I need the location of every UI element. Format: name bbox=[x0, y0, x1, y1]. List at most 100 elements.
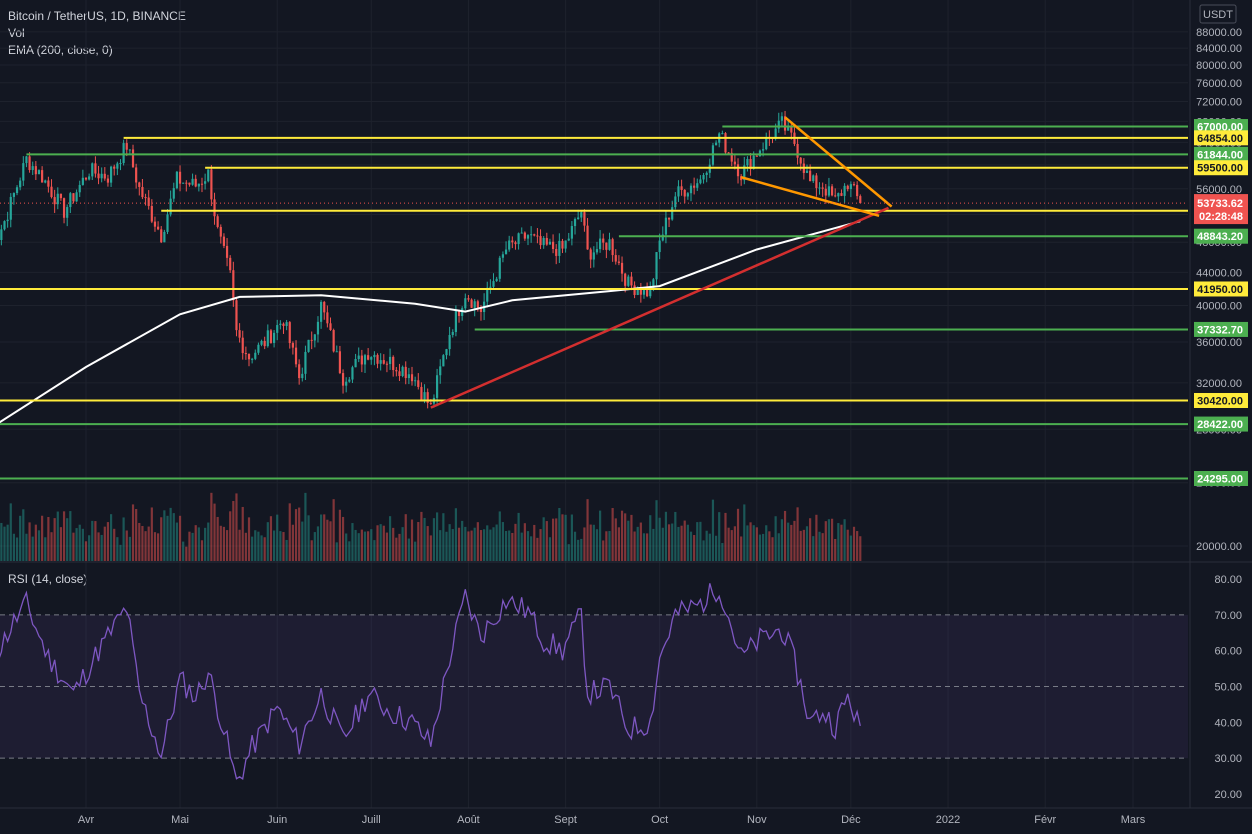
volume-bar bbox=[852, 526, 856, 561]
volume-bar bbox=[12, 533, 15, 561]
volume-bar bbox=[304, 492, 307, 561]
candle-body bbox=[733, 161, 736, 165]
candle-body bbox=[699, 179, 702, 184]
volume-bar bbox=[627, 520, 630, 561]
volume-bar bbox=[69, 511, 72, 561]
volume-bar bbox=[846, 529, 849, 561]
candle-body bbox=[746, 158, 749, 166]
volume-bar bbox=[254, 530, 257, 561]
volume-bar bbox=[251, 536, 254, 561]
volume-bar bbox=[793, 520, 796, 561]
volume-bar bbox=[799, 530, 802, 561]
candle-body bbox=[514, 242, 517, 245]
volume-bar bbox=[611, 508, 614, 561]
candle-body bbox=[326, 312, 329, 324]
candle-body bbox=[774, 128, 777, 139]
candle-body bbox=[320, 301, 323, 322]
candle-body bbox=[743, 165, 746, 181]
candle-body bbox=[815, 175, 818, 189]
volume-bar bbox=[401, 527, 404, 561]
symbol-title: Bitcoin / TetherUS, 1D, BINANCE bbox=[8, 9, 186, 23]
candle-body bbox=[269, 330, 273, 343]
volume-bar bbox=[821, 533, 824, 561]
volume-bar bbox=[508, 530, 511, 561]
candle-body bbox=[445, 349, 448, 356]
trendline bbox=[430, 206, 889, 409]
candle-body bbox=[799, 157, 802, 164]
candle-body bbox=[664, 217, 668, 235]
candle-body bbox=[379, 360, 382, 364]
candle-body bbox=[479, 307, 483, 313]
volume-bar bbox=[439, 530, 442, 561]
volume-bar bbox=[758, 534, 762, 561]
level-label-box bbox=[1194, 471, 1248, 487]
candle-body bbox=[135, 167, 138, 183]
candle-body bbox=[627, 276, 630, 286]
candle-body bbox=[182, 182, 185, 184]
candle-body bbox=[298, 364, 301, 379]
rsi-legend: RSI (14, close) bbox=[8, 572, 88, 586]
volume-bar bbox=[266, 522, 269, 561]
volume-bar bbox=[172, 513, 175, 561]
candle-body bbox=[605, 242, 608, 250]
volume-bars bbox=[0, 492, 862, 561]
volume-bar bbox=[276, 514, 279, 561]
volume-bar bbox=[636, 526, 639, 561]
candle-body bbox=[291, 343, 294, 348]
volume-bar bbox=[329, 521, 332, 561]
volume-bar bbox=[354, 529, 357, 561]
volume-bar bbox=[382, 525, 385, 561]
volume-bar bbox=[740, 536, 743, 561]
volume-bar bbox=[714, 535, 718, 561]
price-tick-label: 44000.00 bbox=[1196, 267, 1242, 279]
candle-body bbox=[580, 212, 583, 218]
candle-body bbox=[787, 125, 790, 131]
volume-bar bbox=[646, 533, 649, 561]
volume-bar bbox=[790, 524, 793, 561]
volume-bar bbox=[182, 541, 185, 561]
volume-bar bbox=[856, 531, 859, 561]
volume-bar bbox=[204, 527, 207, 561]
candle-body bbox=[294, 347, 298, 365]
volume-bar bbox=[178, 515, 182, 561]
candle-body bbox=[859, 196, 862, 204]
candle-body bbox=[367, 355, 370, 360]
candle-body bbox=[489, 286, 492, 288]
candle-body bbox=[765, 137, 768, 150]
volume-bar bbox=[53, 518, 56, 561]
volume-bar bbox=[514, 523, 517, 561]
candle-body bbox=[536, 235, 539, 237]
candle-body bbox=[0, 229, 3, 240]
volume-bar bbox=[157, 533, 160, 561]
volume-bar bbox=[843, 519, 846, 561]
candle-body bbox=[144, 197, 147, 199]
level-label: 41950.00 bbox=[1197, 284, 1243, 296]
volume-bar bbox=[683, 520, 686, 561]
candle-body bbox=[454, 310, 457, 332]
volume-bar bbox=[169, 507, 172, 561]
candle-body bbox=[577, 217, 580, 220]
volume-bar bbox=[530, 536, 533, 561]
candle-body bbox=[66, 207, 69, 218]
candle-body bbox=[169, 198, 172, 215]
volume-bar bbox=[294, 509, 298, 561]
candle-body bbox=[113, 166, 116, 169]
volume-bar bbox=[188, 531, 191, 561]
level-label-box bbox=[1194, 119, 1248, 135]
candle-body bbox=[225, 245, 229, 258]
candle-body bbox=[216, 216, 219, 227]
volume-bar bbox=[15, 537, 19, 561]
volume-bar bbox=[388, 516, 392, 561]
volume-bar bbox=[323, 514, 326, 561]
volume-bar bbox=[639, 522, 642, 561]
volume-bar bbox=[44, 537, 47, 561]
volume-bar bbox=[523, 523, 526, 561]
candle-body bbox=[69, 193, 72, 208]
candle-body bbox=[834, 195, 837, 197]
candle-body bbox=[724, 133, 727, 153]
candle-body bbox=[727, 152, 730, 154]
volume-bar bbox=[420, 511, 423, 561]
volume-bar bbox=[674, 511, 677, 561]
volume-bar bbox=[37, 530, 41, 561]
